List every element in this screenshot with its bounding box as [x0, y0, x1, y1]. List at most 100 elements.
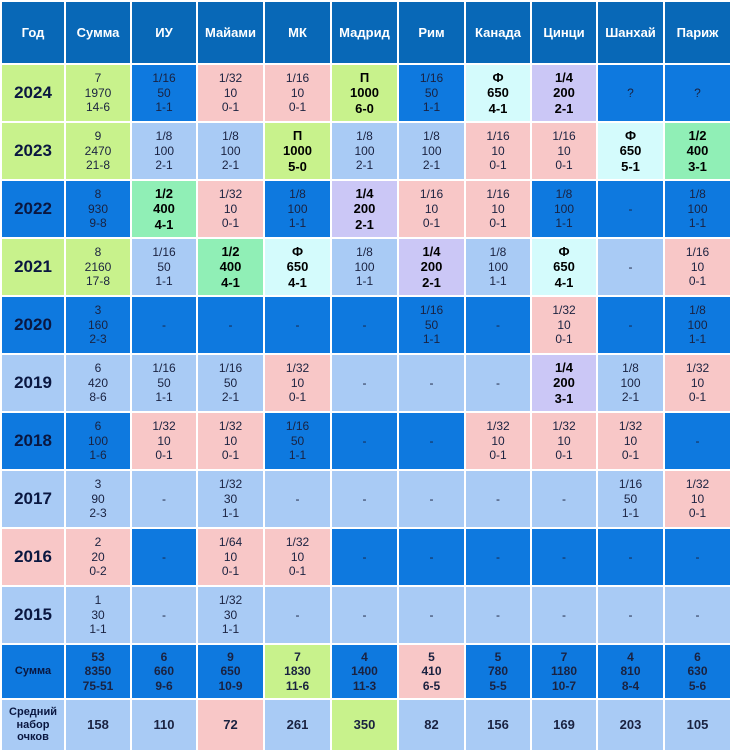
cell-line: 660 — [153, 664, 175, 679]
cell-line: 200 — [420, 259, 443, 275]
cell-line: 1-1 — [489, 274, 507, 289]
header-row: Год Сумма ИУ Майами МК Мадрид Рим Канада Цинци Ша… — [0, 0, 730, 65]
column-header: Майами — [196, 0, 265, 65]
cell-line: 10 — [290, 85, 305, 100]
table-cell: 1/32 30 1-1 — [196, 585, 265, 645]
average-cell: 203 — [596, 698, 665, 752]
cell-line: 9 — [227, 649, 234, 664]
table-body: 2024 7 1970 14-6 1/16 50 1-1 1/32 10 0-1 1/16 10 0-1… — [0, 63, 730, 752]
cell-line: 1/8 — [222, 129, 239, 144]
table-cell: 1/16 50 1-1 — [130, 353, 198, 413]
average-cell: 350 — [330, 698, 399, 752]
table-cell: 1/4 200 2-1 — [530, 63, 598, 123]
average-cell: 105 — [663, 698, 730, 752]
cell-line: 1-1 — [288, 216, 307, 231]
cell-line: 10 — [557, 143, 571, 158]
cell-line: 1/16 — [685, 245, 710, 260]
cell-line: 10-9 — [218, 678, 243, 693]
cell-line: - — [628, 201, 633, 216]
cell-line: - — [496, 607, 500, 622]
cell-line: 420 — [87, 375, 109, 390]
table-cell: - — [663, 411, 730, 471]
cell-line: 100 — [687, 317, 708, 332]
cell-line: 1-1 — [155, 274, 173, 289]
cell-line: 4-1 — [554, 274, 574, 290]
cell-line: 1 — [94, 593, 102, 608]
cell-line: 930 — [87, 201, 109, 216]
table-cell: - — [596, 585, 665, 645]
table-cell: 1/16 50 1-1 — [397, 295, 466, 355]
table-row: 2020 3 160 2-3- - - -1/16 50 1-1-1/32 10 0-1-1/8 10… — [0, 295, 730, 355]
cell-line: - — [695, 607, 700, 622]
cell-line: 0-1 — [688, 274, 707, 289]
cell-line: 100 — [354, 143, 375, 158]
table-cell: 1/8 100 2-1 — [130, 121, 198, 181]
cell-line: 1-1 — [422, 332, 441, 347]
table-cell: 1/8 100 1-1 — [663, 179, 730, 239]
cell-line: 6 — [94, 361, 102, 376]
cell-line: 0-1 — [221, 564, 240, 579]
table-cell: 1/2 400 4-1 — [130, 179, 198, 239]
cell-line: 1/4 — [554, 359, 574, 375]
year-cell: 2020 — [0, 295, 66, 355]
table-cell: 1/16 10 0-1 — [530, 121, 598, 181]
sum-cell: 5 780 5-5 — [464, 643, 532, 700]
year-cell: 2022 — [0, 179, 66, 239]
table-cell: - — [130, 585, 198, 645]
cell-line: 1/32 — [218, 71, 243, 86]
cell-line: 0-1 — [221, 100, 240, 115]
cell-line: 75-51 — [82, 678, 114, 693]
table-cell: 7 1970 14-6 — [64, 63, 132, 123]
cell-line: - — [562, 607, 566, 622]
year-cell: 2018 — [0, 411, 66, 471]
cell-line: 1/16 — [419, 303, 444, 318]
cell-line: 1-1 — [422, 100, 441, 115]
table-cell: 1/4 200 2-1 — [397, 237, 466, 297]
cell-line: 0-1 — [688, 506, 707, 521]
cell-line: 10 — [223, 549, 238, 564]
cell-line: - — [562, 491, 566, 506]
table-row: 2018 6 100 1-6 1/32 10 0-1 1/32 10 0-1 1/16 50 1-1- -… — [0, 411, 730, 471]
average-cell: 82 — [397, 698, 466, 752]
cell-line: 10 — [223, 433, 238, 448]
cell-line: 8350 — [84, 664, 112, 679]
sum-cell: 4 1400 11-3 — [330, 643, 399, 700]
table-cell: - — [596, 527, 665, 587]
table-cell: - — [397, 353, 466, 413]
cell-line: 1/32 — [218, 187, 243, 202]
cell-line: - — [628, 317, 633, 332]
cell-line: 1-1 — [555, 216, 573, 231]
cell-line: 6 — [94, 419, 102, 434]
cell-line: 5-0 — [288, 158, 307, 174]
average-row-label: Средний набор очков — [0, 698, 66, 752]
cell-line: 1/32 — [486, 419, 510, 434]
cell-line: - — [295, 317, 300, 332]
cell-line: 10 — [491, 201, 505, 216]
cell-line: 1-6 — [89, 448, 107, 463]
cell-line: - — [628, 259, 633, 274]
cell-line: - — [496, 491, 500, 506]
cell-line: 1/16 — [218, 361, 243, 376]
cell-line: 4-1 — [221, 274, 240, 290]
table-cell: - — [130, 295, 198, 355]
cell-line: 650 — [553, 259, 575, 275]
cell-line: Ф — [291, 243, 304, 259]
cell-line: 6-5 — [422, 678, 441, 693]
table-cell: 1/2 400 4-1 — [196, 237, 265, 297]
cell-line: 1/32 — [685, 361, 710, 376]
cell-line: 1/8 — [289, 187, 306, 202]
cell-line: - — [228, 317, 233, 332]
table-cell: - — [130, 527, 198, 587]
cell-line: ? — [694, 85, 701, 100]
cell-line: 1180 — [550, 664, 578, 679]
table-cell: - — [596, 295, 665, 355]
label-line: набор — [16, 718, 50, 731]
cell-line: 10 — [223, 201, 238, 216]
cell-line: 1/32 — [218, 477, 243, 492]
cell-line: - — [628, 607, 633, 622]
table-cell: 1/4 200 2-1 — [330, 179, 399, 239]
cell-line: 0-1 — [555, 158, 573, 173]
table-cell: 1/32 10 0-1 — [263, 527, 332, 587]
cell-line: 53 — [91, 649, 105, 664]
cell-line: 2 — [94, 535, 102, 550]
